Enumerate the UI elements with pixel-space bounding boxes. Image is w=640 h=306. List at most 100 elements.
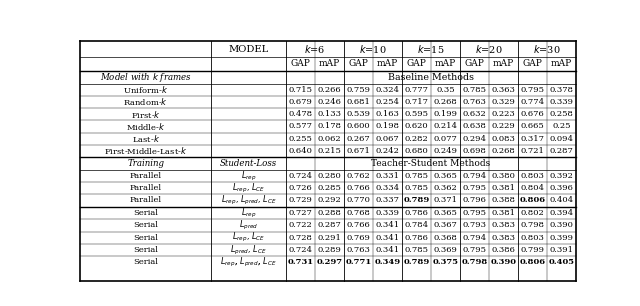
Text: mAP: mAP [551, 59, 572, 68]
Text: 0.785: 0.785 [404, 172, 428, 180]
Text: 0.390: 0.390 [490, 258, 516, 266]
Text: $L_{rep}$, $L_{pred}$, $L_{CE}$: $L_{rep}$, $L_{pred}$, $L_{CE}$ [220, 256, 277, 269]
Text: 0.380: 0.380 [492, 172, 515, 180]
Text: First-Middle-Last-$k$: First-Middle-Last-$k$ [104, 145, 188, 156]
Text: MODEL: MODEL [228, 45, 269, 54]
Text: 0.676: 0.676 [520, 110, 545, 118]
Text: 0.365: 0.365 [433, 209, 458, 217]
Text: 0.341: 0.341 [375, 246, 399, 254]
Text: 0.381: 0.381 [492, 184, 515, 192]
Text: 0.731: 0.731 [287, 258, 314, 266]
Text: $L_{pred}$: $L_{pred}$ [239, 219, 259, 232]
Text: 0.763: 0.763 [463, 98, 486, 106]
Text: 0.638: 0.638 [463, 122, 486, 130]
Text: $k$=6: $k$=6 [304, 43, 326, 55]
Text: 0.394: 0.394 [549, 209, 573, 217]
Text: 0.341: 0.341 [375, 234, 399, 242]
Text: 0.803: 0.803 [520, 172, 545, 180]
Text: 0.287: 0.287 [550, 147, 573, 155]
Text: 0.280: 0.280 [317, 172, 341, 180]
Text: 0.671: 0.671 [346, 147, 371, 155]
Text: 0.798: 0.798 [461, 258, 488, 266]
Text: 0.383: 0.383 [492, 222, 515, 230]
Text: 0.291: 0.291 [317, 234, 341, 242]
Text: 0.717: 0.717 [404, 98, 428, 106]
Text: 0.339: 0.339 [550, 98, 573, 106]
Text: 0.339: 0.339 [376, 209, 399, 217]
Text: 0.390: 0.390 [550, 222, 573, 230]
Text: 0.763: 0.763 [346, 246, 371, 254]
Text: 0.640: 0.640 [289, 147, 312, 155]
Text: GAP: GAP [348, 59, 368, 68]
Text: Parallel: Parallel [130, 172, 162, 180]
Text: 0.795: 0.795 [463, 184, 486, 192]
Text: 0.363: 0.363 [492, 86, 515, 94]
Text: 0.288: 0.288 [317, 209, 341, 217]
Text: $L_{rep}$: $L_{rep}$ [241, 170, 257, 182]
Text: 0.729: 0.729 [289, 196, 312, 204]
Text: GAP: GAP [522, 59, 543, 68]
Text: 0.383: 0.383 [492, 234, 515, 242]
Text: Baseline Methods: Baseline Methods [388, 73, 474, 82]
Text: 0.785: 0.785 [404, 246, 428, 254]
Text: 0.266: 0.266 [317, 86, 341, 94]
Text: Last-$k$: Last-$k$ [132, 133, 160, 144]
Text: 0.215: 0.215 [317, 147, 341, 155]
Text: 0.680: 0.680 [404, 147, 428, 155]
Text: 0.777: 0.777 [404, 86, 428, 94]
Text: 0.405: 0.405 [548, 258, 575, 266]
Text: 0.794: 0.794 [462, 234, 486, 242]
Text: 0.297: 0.297 [316, 258, 342, 266]
Text: Middle-$k$: Middle-$k$ [126, 121, 166, 132]
Text: 0.804: 0.804 [520, 184, 545, 192]
Text: 0.223: 0.223 [492, 110, 515, 118]
Text: $L_{rep}$: $L_{rep}$ [241, 207, 257, 219]
Text: 0.25: 0.25 [552, 122, 571, 130]
Text: $k$=20: $k$=20 [475, 43, 503, 55]
Text: mAP: mAP [493, 59, 514, 68]
Text: 0.786: 0.786 [404, 234, 428, 242]
Text: 0.388: 0.388 [492, 196, 515, 204]
Text: 0.806: 0.806 [520, 258, 545, 266]
Text: Serial: Serial [133, 258, 158, 266]
Text: 0.727: 0.727 [289, 209, 312, 217]
Text: 0.287: 0.287 [317, 222, 341, 230]
Text: 0.785: 0.785 [463, 86, 486, 94]
Text: 0.784: 0.784 [404, 222, 428, 230]
Text: 0.268: 0.268 [492, 147, 515, 155]
Text: 0.806: 0.806 [520, 196, 545, 204]
Text: 0.799: 0.799 [520, 246, 545, 254]
Text: Parallel: Parallel [130, 184, 162, 192]
Text: $k$=15: $k$=15 [417, 43, 445, 55]
Text: Uniform-$k$: Uniform-$k$ [123, 84, 168, 95]
Text: 0.600: 0.600 [347, 122, 370, 130]
Text: 0.722: 0.722 [289, 222, 312, 230]
Text: 0.249: 0.249 [433, 147, 458, 155]
Text: 0.391: 0.391 [550, 246, 573, 254]
Text: Training: Training [127, 159, 164, 168]
Text: 0.715: 0.715 [289, 86, 312, 94]
Text: 0.371: 0.371 [433, 196, 458, 204]
Text: 0.768: 0.768 [346, 209, 371, 217]
Text: 0.381: 0.381 [492, 209, 515, 217]
Text: 0.796: 0.796 [463, 196, 486, 204]
Text: 0.795: 0.795 [463, 209, 486, 217]
Text: 0.726: 0.726 [289, 184, 312, 192]
Text: 0.724: 0.724 [289, 246, 312, 254]
Text: 0.35: 0.35 [436, 86, 455, 94]
Text: $L_{pred}$, $L_{CE}$: $L_{pred}$, $L_{CE}$ [230, 243, 267, 256]
Text: 0.794: 0.794 [462, 172, 486, 180]
Text: 0.679: 0.679 [289, 98, 312, 106]
Text: 0.595: 0.595 [404, 110, 428, 118]
Text: 0.349: 0.349 [374, 258, 401, 266]
Text: Model with $k$ frames: Model with $k$ frames [100, 71, 191, 84]
Text: Serial: Serial [133, 222, 158, 230]
Text: 0.214: 0.214 [433, 122, 458, 130]
Text: 0.724: 0.724 [289, 172, 312, 180]
Text: mAP: mAP [435, 59, 456, 68]
Text: 0.254: 0.254 [376, 98, 399, 106]
Text: GAP: GAP [291, 59, 310, 68]
Text: Student-Loss: Student-Loss [220, 159, 277, 168]
Text: 0.378: 0.378 [550, 86, 573, 94]
Text: 0.317: 0.317 [520, 135, 545, 143]
